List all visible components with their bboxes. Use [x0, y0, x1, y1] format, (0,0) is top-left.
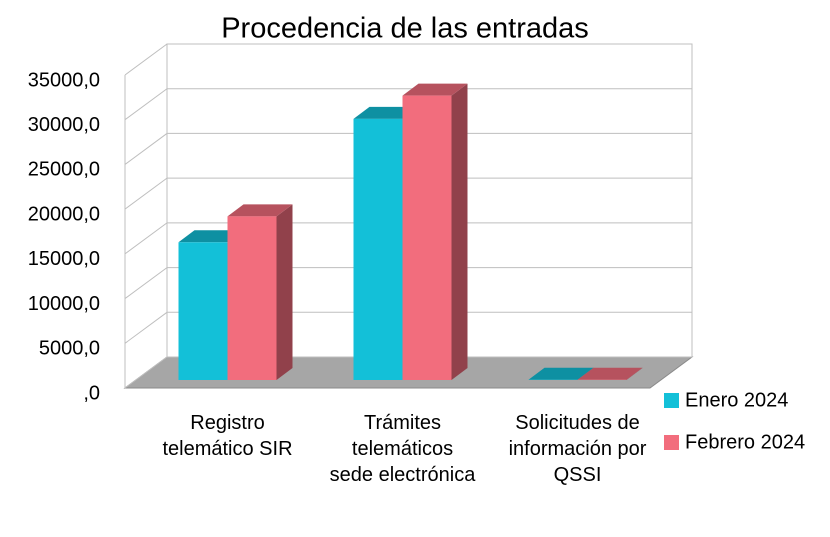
grid-line [124, 222, 692, 255]
x-tick-label: Registro telemático SIR [162, 412, 293, 460]
bar-side [451, 83, 468, 381]
grid-line [124, 356, 692, 389]
legend-label: Enero 2024 [685, 389, 788, 411]
grid-line [124, 177, 692, 210]
grid-line [124, 267, 692, 299]
bar [402, 83, 468, 381]
y-tick-label: 15000,0 [28, 248, 100, 270]
grid-line [124, 43, 692, 76]
y-tick-label: 10000,0 [28, 293, 100, 315]
bar [227, 204, 293, 380]
bar [402, 95, 452, 381]
grid-line [124, 132, 692, 165]
bar-top [178, 230, 244, 243]
y-tick-label: 30000,0 [28, 114, 100, 136]
bar-top [402, 83, 468, 96]
bar [178, 242, 228, 380]
y-tick-label: 35000,0 [28, 69, 100, 91]
legend-swatch [664, 435, 679, 450]
x-tick-label: Trámites telemáticos sede electrónica [329, 412, 476, 486]
bar-top [577, 367, 643, 380]
y-tick-label: 25000,0 [28, 159, 100, 181]
bar-side [626, 367, 643, 380]
bar-top [528, 367, 594, 380]
chart-title: Procedencia de las entradas [221, 13, 589, 45]
bar [353, 118, 403, 381]
x-tick-label: Solicitudes de información por QSSI [508, 412, 647, 486]
y-tick-label: 5000,0 [39, 338, 100, 360]
legend-label: Febrero 2024 [685, 431, 805, 453]
bar-top [353, 106, 419, 119]
bar [577, 367, 643, 380]
grid-line [124, 88, 692, 121]
bar [227, 216, 277, 380]
y-tick-label: 20000,0 [28, 203, 100, 225]
bar-top [227, 204, 293, 217]
legend-swatch [664, 393, 679, 408]
grid-line [124, 311, 692, 344]
bar-side [276, 204, 293, 380]
y-tick-label: ,0 [83, 382, 100, 404]
